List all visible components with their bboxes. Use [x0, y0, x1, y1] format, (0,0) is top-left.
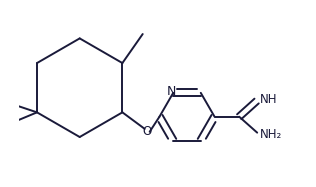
Text: O: O — [143, 125, 152, 138]
Text: N: N — [167, 85, 176, 98]
Text: NH₂: NH₂ — [259, 128, 282, 141]
Text: NH: NH — [259, 93, 277, 106]
